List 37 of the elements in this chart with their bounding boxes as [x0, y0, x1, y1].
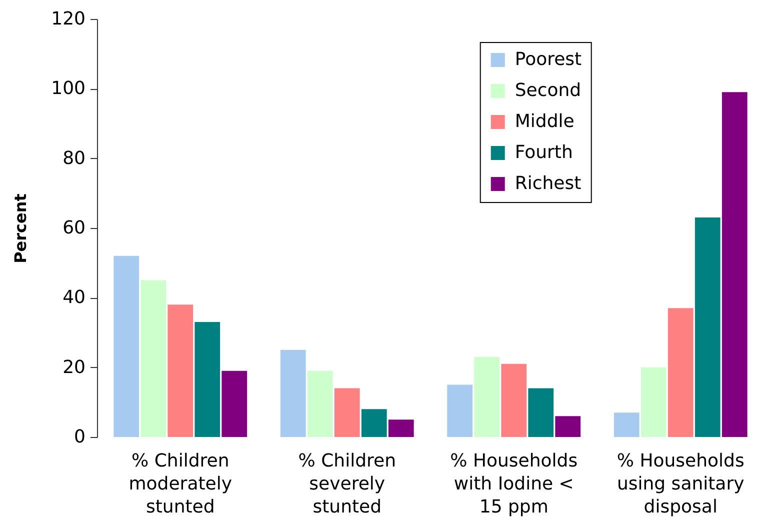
bar [694, 218, 720, 437]
y-tick-label: 40 [62, 287, 86, 308]
bar [140, 280, 166, 437]
bar [447, 384, 473, 437]
bar [528, 388, 554, 437]
x-tick-label: % Children moderately stunted [128, 450, 232, 518]
bar [194, 322, 220, 437]
bar [168, 304, 194, 437]
y-tick-label: 80 [62, 148, 86, 169]
bar [361, 409, 387, 437]
legend-label: Richest [514, 172, 582, 194]
bar [280, 350, 306, 437]
bar [501, 364, 527, 437]
x-tick-label: % Households with Iodine < 15 ppm [450, 450, 578, 518]
x-tick-label: % Households using sanitary disposal [616, 450, 745, 518]
y-axis-title: Percent [11, 193, 30, 264]
y-tick-label: 20 [62, 356, 86, 378]
bar [334, 388, 360, 437]
bar [388, 420, 414, 437]
y-tick-label: 0 [74, 426, 86, 448]
y-tick-label: 60 [62, 218, 86, 238]
bar [640, 367, 666, 437]
legend-label: Poorest [514, 48, 582, 70]
legend-label: Second [514, 80, 582, 101]
bar [668, 308, 694, 437]
y-tick-label: 100 [51, 78, 86, 100]
bar [555, 416, 581, 437]
bar [474, 356, 500, 437]
bar [614, 412, 640, 437]
legend-label: Middle [514, 110, 574, 132]
bar [222, 370, 248, 437]
y-tick-label: 120 [51, 8, 86, 30]
x-tick-label: % Children severely stunted [298, 450, 396, 518]
legend-label: Fourth [514, 142, 573, 163]
bar [114, 256, 140, 437]
bar [307, 370, 333, 437]
bar [722, 92, 748, 437]
